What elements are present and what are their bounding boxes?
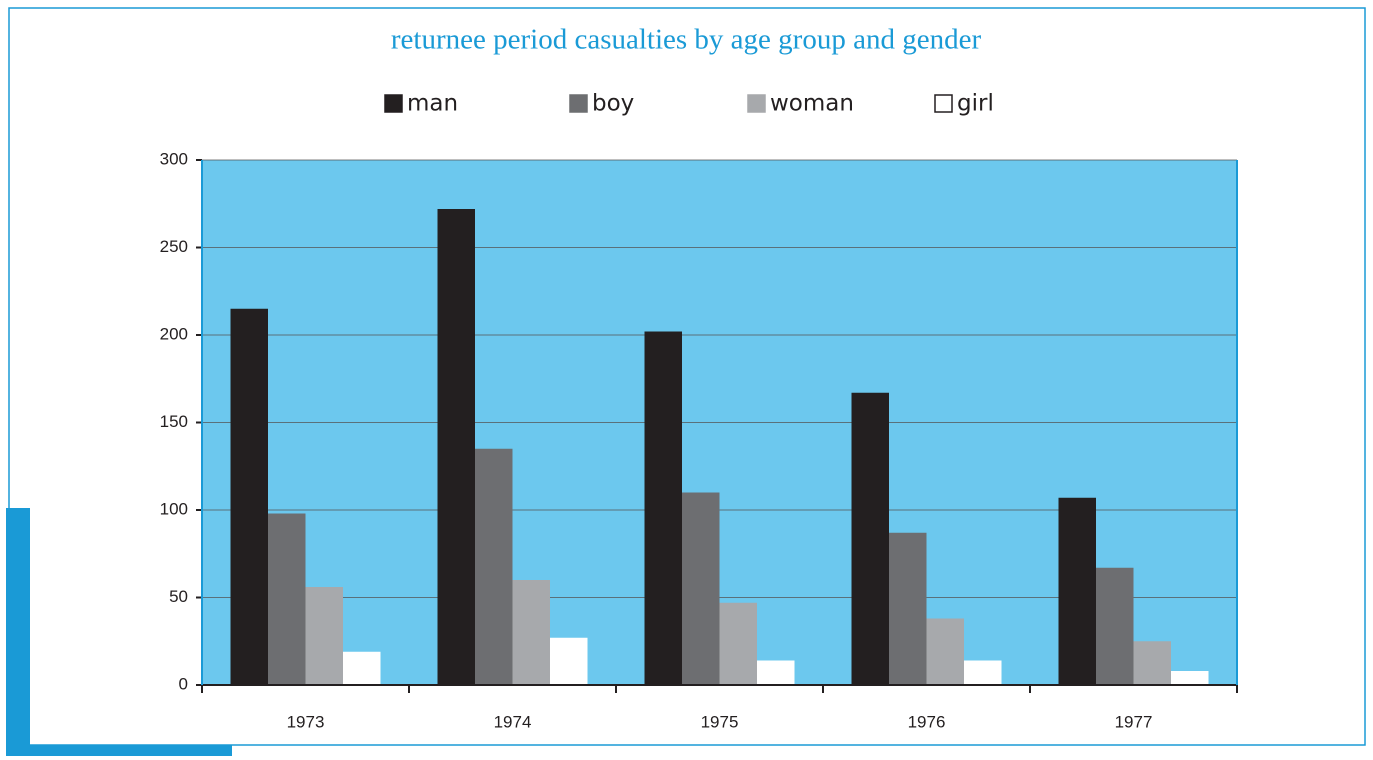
y-tick-label: 200 — [160, 324, 188, 343]
bar — [682, 492, 720, 685]
y-tick-label: 150 — [160, 412, 188, 431]
bar — [475, 448, 513, 685]
bar — [512, 580, 550, 685]
x-tick-label: 1974 — [494, 712, 532, 731]
x-tick-label: 1975 — [701, 712, 739, 731]
bar — [719, 602, 757, 685]
legend-label: woman — [770, 91, 854, 117]
bar — [964, 660, 1002, 685]
legend-swatch — [384, 94, 403, 113]
bar — [550, 637, 588, 685]
decor-band — [6, 745, 232, 756]
y-tick-label: 100 — [160, 499, 188, 518]
bar — [757, 660, 795, 685]
x-tick-label: 1976 — [908, 712, 946, 731]
x-tick-label: 1973 — [287, 712, 325, 731]
bar — [644, 331, 682, 685]
legend-label: man — [407, 91, 458, 117]
bar — [1133, 641, 1171, 685]
frame — [8, 7, 1366, 746]
bar — [343, 651, 381, 685]
y-tick-label: 250 — [160, 237, 188, 256]
x-tick-label: 1977 — [1115, 712, 1153, 731]
bar — [1058, 497, 1096, 685]
chart-title: returnee period casualties by age group … — [391, 24, 982, 56]
bar — [230, 308, 268, 685]
bar — [926, 618, 964, 685]
bar — [305, 587, 343, 685]
bar — [1096, 567, 1134, 685]
bar — [889, 532, 927, 685]
legend-swatch — [569, 94, 588, 113]
bar — [1171, 671, 1209, 685]
y-tick-label: 0 — [179, 674, 188, 693]
bar — [268, 513, 306, 685]
y-tick-label: 50 — [169, 587, 188, 606]
bar — [437, 209, 475, 685]
legend-swatch — [747, 94, 766, 113]
legend-swatch — [934, 94, 953, 113]
decor-band — [6, 508, 30, 756]
y-tick-label: 300 — [160, 149, 188, 168]
bar — [851, 392, 889, 685]
legend-label: girl — [957, 91, 994, 117]
legend-label: boy — [592, 91, 634, 117]
